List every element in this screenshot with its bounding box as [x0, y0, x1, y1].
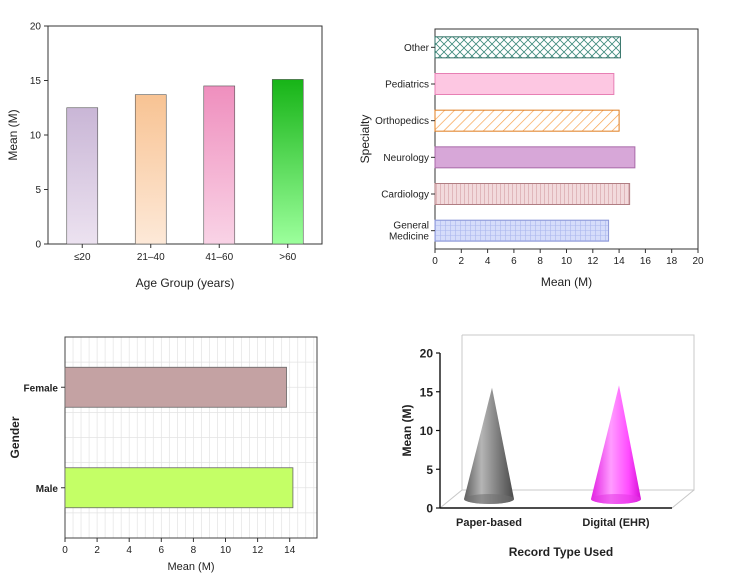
x-tick-label: 18 [666, 256, 678, 267]
x-tick-label: 20 [692, 256, 704, 267]
x-tick-label: 16 [640, 256, 652, 267]
floor-edge-right [671, 489, 695, 509]
y-tick-label: Other [404, 43, 430, 54]
cone-2 [591, 385, 641, 504]
x-tick-label: 12 [587, 256, 599, 267]
y-tick-label: Male [36, 484, 59, 495]
y-tick-label: 0 [35, 240, 41, 251]
x-tick-label: Paper-based [456, 517, 522, 529]
bar-general-medicine [434, 219, 610, 242]
cone-base-2 [591, 494, 641, 504]
cone-1 [464, 387, 514, 504]
y-tick-label: Pediatrics [385, 80, 429, 91]
y-tick-label: 10 [30, 131, 42, 142]
x-tick-label: 2 [94, 545, 100, 556]
bar-neurology [434, 146, 636, 169]
x-axis-label: Mean (M) [541, 275, 592, 289]
bar-cardiology [434, 183, 631, 205]
x-tick-label: >60 [279, 252, 296, 263]
y-tick-label: Neurology [383, 153, 429, 164]
bar-orthopedics [434, 109, 620, 132]
x-tick-label: 21–40 [137, 252, 165, 263]
x-tick-label: 4 [485, 256, 491, 267]
bar-pediatrics [434, 73, 615, 95]
bar-male [64, 467, 294, 509]
x-tick-label: 41–60 [205, 252, 233, 263]
x-tick-label: 14 [284, 545, 296, 556]
x-tick-label: 10 [561, 256, 573, 267]
y-tick-label: 20 [420, 347, 434, 361]
y-tick-label: General [393, 221, 429, 232]
x-tick-label: 14 [614, 256, 626, 267]
y-axis-label: Specialty [358, 115, 372, 164]
bar-female [64, 366, 287, 408]
y-tick-label: Female [24, 383, 59, 394]
plot-frame [64, 336, 318, 539]
x-tick-label: 8 [537, 256, 543, 267]
x-tick-label: 0 [432, 256, 438, 267]
y-tick-label: 15 [30, 76, 42, 87]
y-axis-label: Mean (M) [400, 405, 414, 457]
y-tick-label: 10 [420, 424, 434, 438]
back-wall [462, 334, 695, 491]
back-wall-left [439, 335, 463, 509]
bar-1 [66, 107, 99, 245]
x-axis-label: Record Type Used [509, 545, 613, 559]
y-tick-label: 20 [30, 22, 42, 33]
y-tick-label: 0 [426, 502, 433, 516]
x-tick-label: 12 [252, 545, 264, 556]
y-tick-label: Cardiology [381, 190, 429, 201]
y-tick-label: Orthopedics [375, 116, 429, 127]
y-tick-label: 15 [420, 385, 434, 399]
y-tick-label: Medicine [389, 232, 429, 243]
bar-2 [134, 94, 167, 245]
record-type-cone-chart: 0 5 10 15 20 Paper-based Digital (EHR) Record T… [400, 334, 695, 559]
x-tick-label: 8 [191, 545, 197, 556]
gender-bar-chart: 0 2 4 6 8 10 12 14 Male Female Mean (M) Gender [8, 336, 318, 573]
x-tick-label: 10 [220, 545, 232, 556]
x-tick-label: ≤20 [74, 252, 91, 263]
y-tick-label: 5 [35, 185, 41, 196]
plot-frame [434, 28, 699, 250]
age-group-bar-chart: 0 5 10 15 20 ≤20 21–40 41–60 >60 Age Group (years… [6, 22, 323, 290]
cone-base-1 [464, 494, 514, 504]
bar-other [434, 36, 621, 59]
x-tick-label: 6 [159, 545, 165, 556]
x-axis-label: Mean (M) [167, 561, 214, 573]
bar-3 [203, 85, 236, 245]
x-tick-label: 4 [126, 545, 132, 556]
x-tick-label: 2 [459, 256, 465, 267]
y-tick-label: 5 [426, 463, 433, 477]
x-axis-label: Age Group (years) [136, 276, 235, 290]
x-tick-label: Digital (EHR) [582, 517, 650, 529]
y-axis-label: Gender [8, 416, 22, 458]
y-axis-label: Mean (M) [6, 109, 20, 160]
x-tick-label: 6 [511, 256, 517, 267]
x-tick-label: 0 [62, 545, 68, 556]
bar-4 [271, 79, 304, 245]
